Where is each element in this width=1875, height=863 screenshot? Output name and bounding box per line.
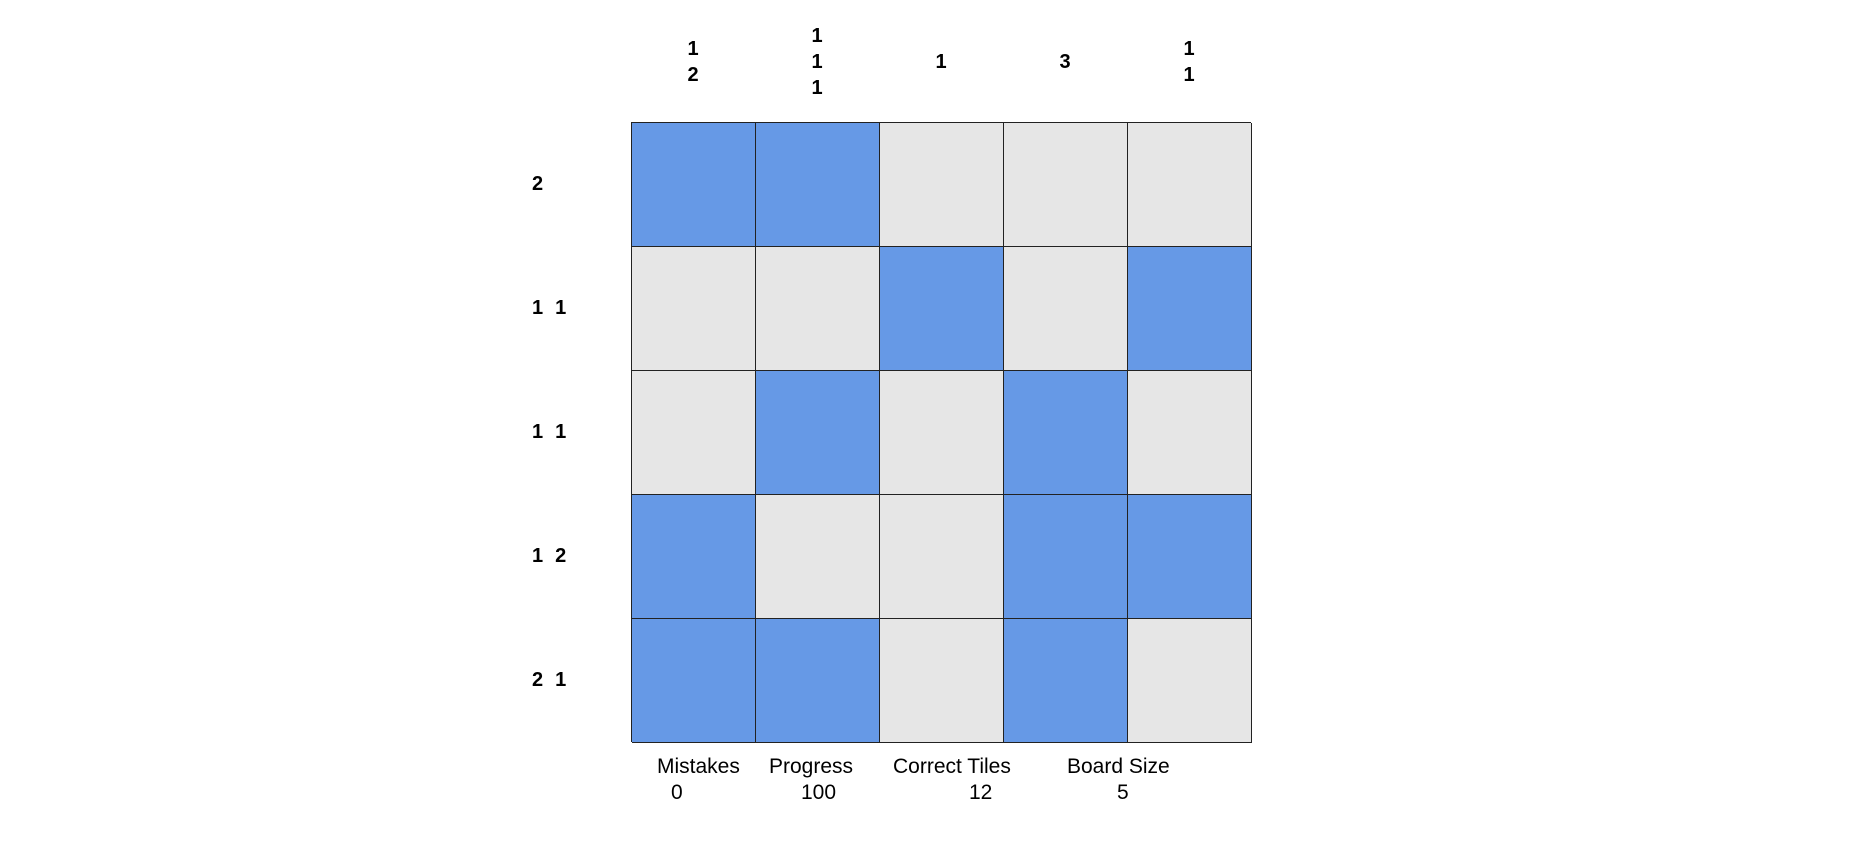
row-clue: 2 1 bbox=[520, 618, 620, 742]
empty-tile[interactable] bbox=[1128, 619, 1252, 743]
clue-number: 1 bbox=[555, 668, 567, 691]
empty-tile[interactable] bbox=[632, 247, 756, 371]
column-clue: 3 bbox=[1003, 20, 1127, 104]
progress-label: Progress bbox=[769, 755, 854, 778]
clue-number: 1 bbox=[555, 420, 567, 443]
row-clue: 1 2 bbox=[520, 494, 620, 618]
filled-tile[interactable] bbox=[632, 495, 756, 619]
empty-tile[interactable] bbox=[880, 371, 1004, 495]
correct-tiles-stat: Correct Tiles 12 bbox=[893, 755, 1011, 805]
clue-number: 2 bbox=[532, 668, 544, 691]
clue-number: 3 bbox=[1059, 51, 1071, 73]
clue-number: 1 bbox=[532, 296, 544, 319]
clue-number: 1 bbox=[532, 420, 544, 443]
progress-stat: Progress 100 bbox=[769, 755, 853, 805]
filled-tile[interactable] bbox=[1004, 495, 1128, 619]
row-clue: 2 bbox=[520, 122, 620, 246]
filled-tile[interactable] bbox=[632, 619, 756, 743]
clue-number: 1 bbox=[687, 38, 699, 60]
row-clue: 1 1 bbox=[520, 370, 620, 494]
column-clue: 1 1 bbox=[1127, 20, 1251, 104]
empty-tile[interactable] bbox=[632, 371, 756, 495]
empty-tile[interactable] bbox=[880, 619, 1004, 743]
clue-number: 1 bbox=[532, 544, 544, 567]
empty-tile[interactable] bbox=[880, 495, 1004, 619]
row-clues: 2 1 1 1 1 1 2 2 1 bbox=[520, 122, 620, 742]
clue-number: 1 bbox=[811, 77, 823, 99]
filled-tile[interactable] bbox=[1004, 371, 1128, 495]
empty-tile[interactable] bbox=[1128, 371, 1252, 495]
filled-tile[interactable] bbox=[632, 123, 756, 247]
clue-number: 1 bbox=[1183, 38, 1195, 60]
clue-number: 1 bbox=[1183, 64, 1195, 86]
row-clue: 1 1 bbox=[520, 246, 620, 370]
column-clue: 1 bbox=[879, 20, 1003, 104]
mistakes-label: Mistakes bbox=[657, 755, 740, 778]
mistakes-value: 0 bbox=[671, 781, 683, 804]
clue-number: 1 bbox=[935, 51, 947, 73]
correct-tiles-label: Correct Tiles bbox=[893, 755, 1011, 778]
clue-number: 2 bbox=[532, 172, 544, 195]
filled-tile[interactable] bbox=[756, 123, 880, 247]
clue-number: 2 bbox=[555, 544, 567, 567]
progress-value: 100 bbox=[801, 781, 837, 804]
column-clue: 1 1 1 bbox=[755, 20, 879, 104]
clue-number: 2 bbox=[687, 64, 699, 86]
empty-tile[interactable] bbox=[756, 247, 880, 371]
empty-tile[interactable] bbox=[756, 495, 880, 619]
filled-tile[interactable] bbox=[1128, 247, 1252, 371]
board-size-stat: Board Size 5 bbox=[1067, 755, 1170, 805]
filled-tile[interactable] bbox=[880, 247, 1004, 371]
clue-number: 1 bbox=[811, 51, 823, 73]
clue-number: 1 bbox=[811, 25, 823, 47]
board-size-value: 5 bbox=[1117, 781, 1129, 804]
empty-tile[interactable] bbox=[1128, 123, 1252, 247]
filled-tile[interactable] bbox=[756, 619, 880, 743]
empty-tile[interactable] bbox=[880, 123, 1004, 247]
stats-bar: Mistakes 0 Progress 100 Correct Tiles 12… bbox=[631, 755, 1251, 815]
column-clues: 1 2 1 1 1 1 3 1 1 bbox=[631, 20, 1251, 104]
filled-tile[interactable] bbox=[756, 371, 880, 495]
puzzle-board bbox=[631, 122, 1252, 743]
board-size-label: Board Size bbox=[1067, 755, 1170, 778]
clue-number: 1 bbox=[555, 296, 567, 319]
column-clue: 1 2 bbox=[631, 20, 755, 104]
filled-tile[interactable] bbox=[1004, 619, 1128, 743]
correct-tiles-value: 12 bbox=[969, 781, 993, 804]
empty-tile[interactable] bbox=[1004, 123, 1128, 247]
empty-tile[interactable] bbox=[1004, 247, 1128, 371]
mistakes-stat: Mistakes 0 bbox=[657, 755, 740, 805]
filled-tile[interactable] bbox=[1128, 495, 1252, 619]
